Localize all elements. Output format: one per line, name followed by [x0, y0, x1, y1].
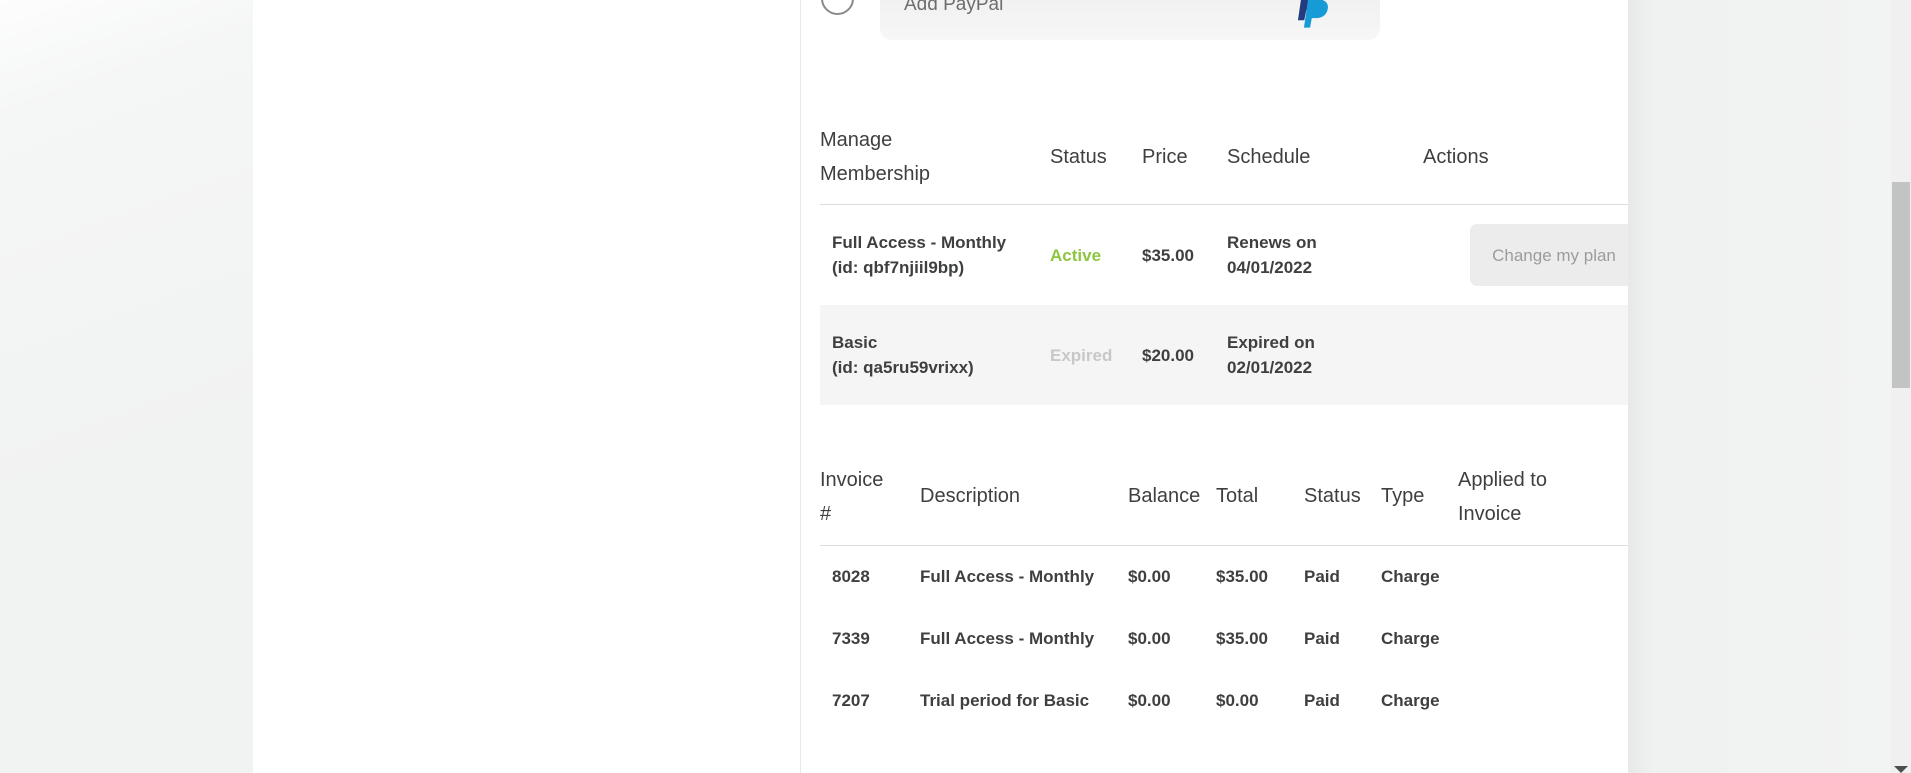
add-paypal-label: Add PayPal	[904, 0, 1004, 15]
add-paypal-option[interactable]: Add PayPal	[880, 0, 1380, 40]
invoice-status: Paid	[1304, 567, 1340, 586]
schedule-cell: Expired on 02/01/2022	[1227, 330, 1423, 380]
column-header-price: Price	[1142, 145, 1188, 168]
column-header-status: Status	[1050, 145, 1107, 168]
invoice-total: $35.00	[1216, 567, 1268, 586]
invoice-number: 8028	[832, 567, 870, 586]
status-badge: Active	[1050, 245, 1102, 265]
column-header-invoice-number: Invoice #	[820, 468, 884, 525]
membership-header-row: Manage Membership Status Price Schedule …	[820, 110, 1861, 205]
column-header-actions: Actions	[1423, 145, 1489, 168]
invoice-total: $35.00	[1216, 629, 1268, 648]
plan-name-cell: Full Access - Monthly (id: qbf7njiil9bp)	[820, 230, 1050, 280]
column-header-status: Status	[1304, 485, 1361, 507]
schedule-line1: Expired on	[1227, 333, 1315, 352]
panel-divider	[800, 0, 801, 773]
plan-price: $20.00	[1142, 345, 1194, 365]
column-header-balance: Balance	[1128, 485, 1201, 507]
invoice-number: 7339	[832, 629, 870, 648]
page-margin-left	[0, 0, 253, 773]
invoice-status: Paid	[1304, 691, 1340, 710]
radio-button[interactable]	[821, 0, 854, 15]
column-header-type: Type	[1381, 485, 1425, 507]
schedule-line2: 04/01/2022	[1227, 258, 1313, 277]
invoice-balance: $0.00	[1128, 567, 1171, 586]
scroll-down-button[interactable]	[1891, 758, 1911, 773]
invoice-description: Trial period for Basic	[920, 691, 1090, 710]
plan-name: Full Access - Monthly	[832, 233, 1007, 252]
membership-row: Full Access - Monthly (id: qbf7njiil9bp)…	[820, 205, 1861, 305]
content-card: Add PayPal Manage Membership Status Pric…	[253, 0, 1861, 773]
invoice-status: Paid	[1304, 629, 1340, 648]
schedule-cell: Renews on 04/01/2022	[1227, 230, 1423, 280]
invoice-type: Charge	[1381, 567, 1440, 586]
paypal-icon	[1295, 0, 1329, 35]
column-header-applied-to-invoice: Applied to Invoice	[1458, 468, 1547, 525]
invoice-total: $0.00	[1216, 691, 1259, 710]
plan-price: $35.00	[1142, 245, 1194, 265]
column-header-description: Description	[920, 485, 1021, 507]
invoice-balance: $0.00	[1128, 691, 1171, 710]
scrollbar[interactable]	[1891, 0, 1911, 773]
schedule-line2: 02/01/2022	[1227, 358, 1313, 377]
status-badge: Expired	[1050, 345, 1113, 365]
plan-name: Basic	[832, 333, 878, 352]
column-header-total: Total	[1216, 485, 1259, 507]
invoice-number: 7207	[832, 691, 870, 710]
plan-id: (id: qa5ru59vrixx)	[832, 358, 974, 377]
change-plan-button[interactable]: Change my plan	[1470, 224, 1638, 286]
invoice-description: Full Access - Monthly	[920, 567, 1095, 586]
chevron-down-icon	[1894, 766, 1908, 773]
scrollbar-thumb[interactable]	[1892, 182, 1910, 388]
membership-title: Manage Membership	[820, 129, 931, 185]
column-header-schedule: Schedule	[1227, 145, 1311, 168]
plan-name-cell: Basic (id: qa5ru59vrixx)	[820, 330, 1050, 380]
page-margin-right	[1628, 0, 1891, 773]
invoice-balance: $0.00	[1128, 629, 1171, 648]
schedule-line1: Renews on	[1227, 233, 1317, 252]
invoice-description: Full Access - Monthly	[920, 629, 1095, 648]
invoice-type: Charge	[1381, 691, 1440, 710]
invoice-type: Charge	[1381, 629, 1440, 648]
plan-id: (id: qbf7njiil9bp)	[832, 258, 965, 277]
